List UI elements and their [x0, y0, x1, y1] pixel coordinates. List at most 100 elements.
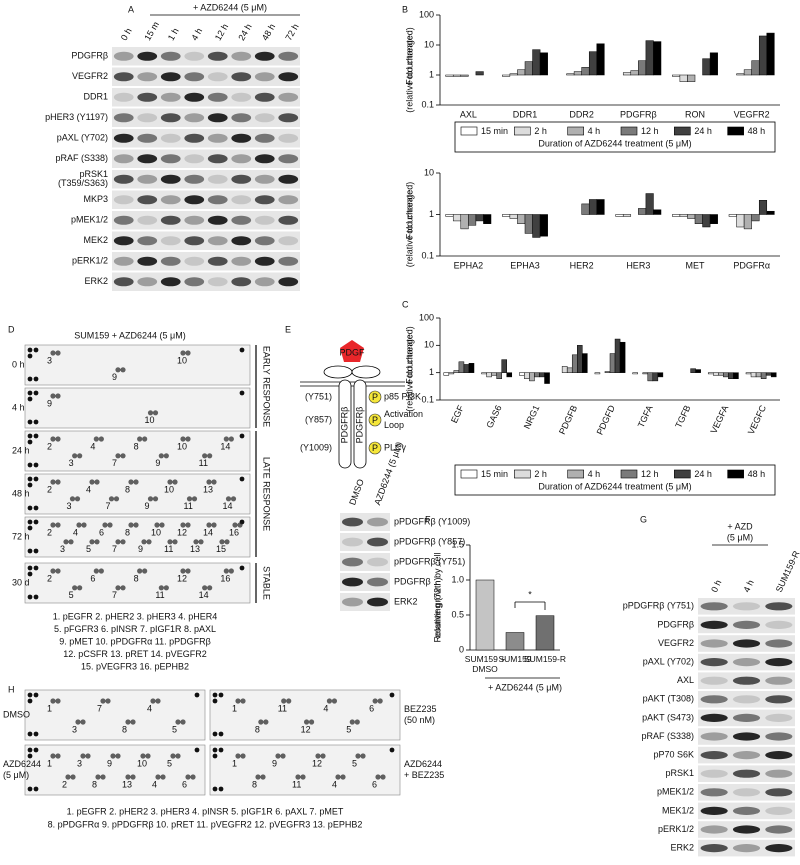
array-spot: [55, 436, 61, 442]
reference-spot: [218, 747, 224, 753]
blot-band: [160, 113, 181, 123]
bar: [702, 58, 711, 76]
blot-band: [700, 844, 728, 853]
bar: [638, 60, 647, 76]
spot-number: 6: [182, 779, 187, 789]
condition-label: DMSO: [3, 709, 30, 719]
array-spot: [354, 719, 360, 725]
bar: [517, 214, 526, 224]
x-tick-label: HER3: [626, 260, 650, 270]
spot-number: 5: [352, 758, 357, 768]
reference-spot: [33, 594, 39, 600]
blot-band: [342, 597, 363, 607]
blot-strip: [698, 598, 795, 615]
reference-spot: [27, 753, 33, 759]
blot-row-label: pRSK1: [665, 768, 694, 778]
spot-number: 9: [155, 458, 160, 468]
bar: [687, 214, 696, 219]
bar: [619, 341, 626, 373]
blot-band: [278, 113, 299, 123]
blot-band: [342, 557, 363, 567]
reference-spot: [33, 476, 39, 482]
bar: [534, 372, 540, 378]
array-spot: [142, 568, 148, 574]
array-spot: [120, 367, 126, 373]
bar: [755, 372, 762, 378]
blot-band: [765, 620, 793, 629]
spot-number: 4: [332, 779, 337, 789]
array-spot: [81, 522, 87, 528]
treatment-label: (5 μM): [727, 532, 753, 542]
array-spot: [50, 393, 56, 399]
blot-strip: [698, 653, 795, 671]
blot-row-label: pERK1/2: [72, 256, 108, 266]
blot-band: [278, 174, 299, 184]
treatment-label: + AZD: [727, 521, 753, 531]
spot-number: 5: [69, 590, 74, 600]
array-spot: [120, 539, 126, 545]
x-tick-label: SUM159 + DMSO: [464, 654, 506, 674]
array-spot: [185, 522, 191, 528]
blot-row-label: pRAF (S338): [641, 731, 694, 741]
array-spot: [155, 774, 161, 780]
array-spot: [260, 774, 266, 780]
spot-number: 1: [47, 703, 52, 713]
spot-number: 12: [312, 758, 322, 768]
array-spot: [55, 350, 61, 356]
blot-band: [254, 92, 275, 102]
spot-number: 4: [323, 703, 328, 713]
array-spot: [145, 753, 151, 759]
blot-band: [113, 236, 134, 246]
spot-number: 6: [369, 703, 374, 713]
blot-band: [732, 695, 761, 704]
array-spot: [190, 774, 196, 780]
array-spot: [191, 496, 198, 502]
blot-strip: [340, 513, 390, 531]
array-spot: [98, 568, 104, 574]
blot-band: [765, 788, 793, 797]
condition-label: (50 nM): [404, 715, 435, 725]
blot-row-label: pAXL (Y702): [643, 656, 694, 666]
lane-label: 72 h: [283, 22, 300, 42]
blot-band: [137, 51, 158, 61]
x-tick-label: PDGFB: [557, 404, 579, 436]
lane-label: 4 h: [741, 578, 755, 594]
reference-spot: [212, 692, 218, 698]
spot-number: 5: [86, 544, 91, 554]
blot-band: [342, 537, 363, 547]
blot-band: [207, 154, 228, 164]
bar: [502, 214, 511, 217]
bar: [486, 372, 492, 378]
spot-number: 11: [184, 501, 193, 511]
y-tick-label: 10: [424, 39, 434, 49]
spot-number: 10: [177, 441, 187, 451]
array-spot: [211, 479, 217, 485]
blot-band: [113, 174, 134, 184]
array-spot: [102, 522, 108, 528]
bar: [577, 345, 583, 373]
array-spot: [193, 539, 199, 545]
blot-row-label: ERK2: [84, 276, 108, 286]
array-spot: [89, 479, 95, 485]
array-spot: [120, 453, 126, 459]
array-spot: [113, 496, 120, 502]
bar: [736, 214, 745, 228]
panel-letter: F: [425, 514, 431, 524]
legend-swatch: [620, 469, 638, 479]
legend-label: 15 min: [481, 126, 508, 136]
legend-swatch: [460, 469, 478, 479]
array-spot: [175, 719, 181, 725]
blot-row-label: MEK2: [83, 235, 108, 245]
reference-spot: [33, 731, 39, 737]
blot-band: [231, 154, 252, 164]
array-spot: [154, 522, 160, 528]
receptor-label: PDGFRβ: [354, 407, 364, 444]
y-tick-label: 0.1: [421, 250, 434, 260]
spot-number: 7: [112, 544, 117, 554]
blot-band: [184, 113, 205, 123]
y-axis-label: counting (72 h): [432, 577, 442, 637]
x-tick-label: EPHA2: [454, 260, 484, 270]
spot-number: 4: [152, 779, 157, 789]
blot-band: [254, 51, 275, 61]
array-spot: [167, 479, 173, 485]
